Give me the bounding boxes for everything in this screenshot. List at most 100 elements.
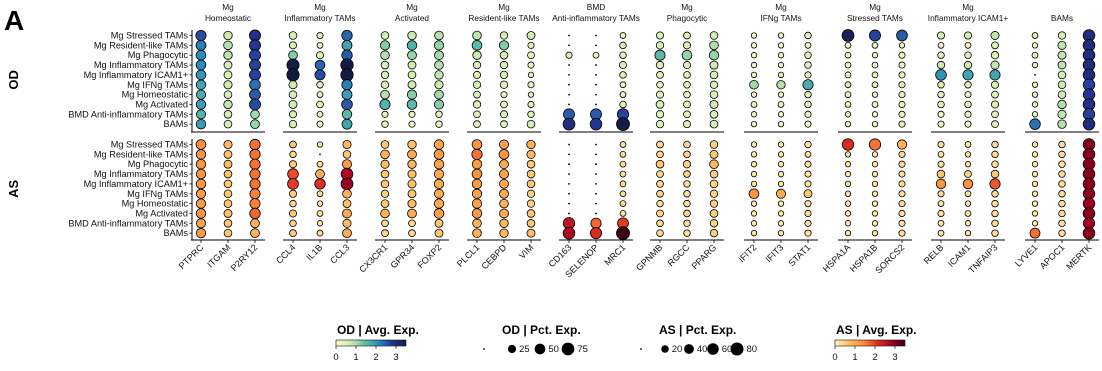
dot [472, 228, 482, 238]
dot [407, 169, 417, 179]
dot [844, 230, 852, 237]
dot [871, 230, 879, 237]
row-label: Mg Activated [135, 208, 188, 218]
dot [433, 149, 445, 160]
dot [804, 100, 812, 109]
dot [380, 199, 390, 208]
dot [964, 141, 972, 148]
dot [527, 51, 535, 60]
gene-label: CEBPD [479, 242, 508, 271]
gene-label: CCL4 [274, 242, 297, 265]
dot [1031, 210, 1039, 217]
dot [568, 83, 570, 86]
dot [804, 71, 812, 79]
dot [288, 31, 298, 40]
dot [342, 199, 352, 209]
dot [408, 229, 416, 238]
dot [871, 111, 879, 118]
dot [1031, 91, 1039, 98]
dot [433, 198, 445, 209]
module-title-line2: Anti-inflammatory TAMs [552, 13, 640, 23]
dot [407, 30, 417, 41]
dot [750, 220, 758, 227]
dot [844, 200, 852, 207]
dot [568, 183, 570, 185]
dot [380, 89, 390, 100]
dot [288, 110, 298, 119]
dot [844, 81, 852, 89]
dot [1029, 118, 1041, 130]
dot [750, 151, 758, 158]
dot [656, 71, 664, 79]
dot [527, 71, 535, 79]
dot [683, 180, 691, 188]
module-title-line2: Inflammatory ICAM1+ [928, 13, 1009, 23]
dot [223, 60, 233, 70]
dot [619, 170, 627, 178]
dot [750, 230, 758, 237]
dot [316, 190, 324, 198]
dot [595, 212, 597, 215]
dot [223, 199, 233, 208]
dot [223, 80, 233, 90]
dot [777, 141, 785, 148]
dot [937, 110, 945, 118]
dot [595, 34, 597, 37]
dot [1058, 140, 1066, 149]
dot [1058, 170, 1066, 178]
dot [195, 159, 207, 170]
dot [526, 219, 536, 228]
dot [380, 50, 390, 60]
dot [568, 143, 570, 146]
dot [526, 228, 536, 238]
dot [937, 229, 945, 237]
dot [804, 209, 812, 217]
dot [844, 61, 852, 69]
dot [380, 169, 390, 179]
dot [1057, 31, 1067, 40]
dot [709, 159, 719, 169]
dot [804, 140, 812, 149]
dot [249, 88, 261, 101]
dot [315, 169, 325, 179]
dot [1057, 50, 1067, 60]
dot [937, 100, 945, 109]
dot [683, 71, 691, 79]
dot [871, 81, 879, 89]
dot [655, 110, 665, 119]
dot [936, 60, 946, 70]
dot [656, 140, 664, 149]
dot [682, 160, 692, 169]
dot [471, 178, 483, 190]
dot [709, 199, 719, 208]
group-label: AS [6, 179, 21, 197]
dot [656, 150, 664, 159]
dot [195, 39, 207, 51]
dot [655, 90, 665, 99]
dot [898, 160, 906, 168]
module-title-line2: IFNg TAMs [760, 13, 801, 23]
dot [709, 110, 719, 119]
dot [804, 229, 812, 237]
dot [379, 40, 391, 51]
dot [898, 219, 906, 227]
dot [589, 117, 603, 131]
dot [249, 68, 261, 81]
module-title-line1: Mg [222, 2, 234, 12]
dot [777, 52, 785, 59]
dot [288, 99, 298, 109]
dot [709, 149, 719, 159]
gene-label: PLCL1 [455, 242, 482, 269]
module-title-line1: BMD [587, 2, 605, 12]
dot [654, 49, 666, 61]
dot [499, 208, 509, 219]
dot [381, 110, 389, 118]
dot [750, 141, 758, 148]
dot [777, 220, 785, 227]
dot [562, 117, 576, 131]
dot [898, 120, 906, 128]
dot [341, 118, 353, 130]
dot [342, 139, 352, 150]
dot [249, 138, 261, 151]
